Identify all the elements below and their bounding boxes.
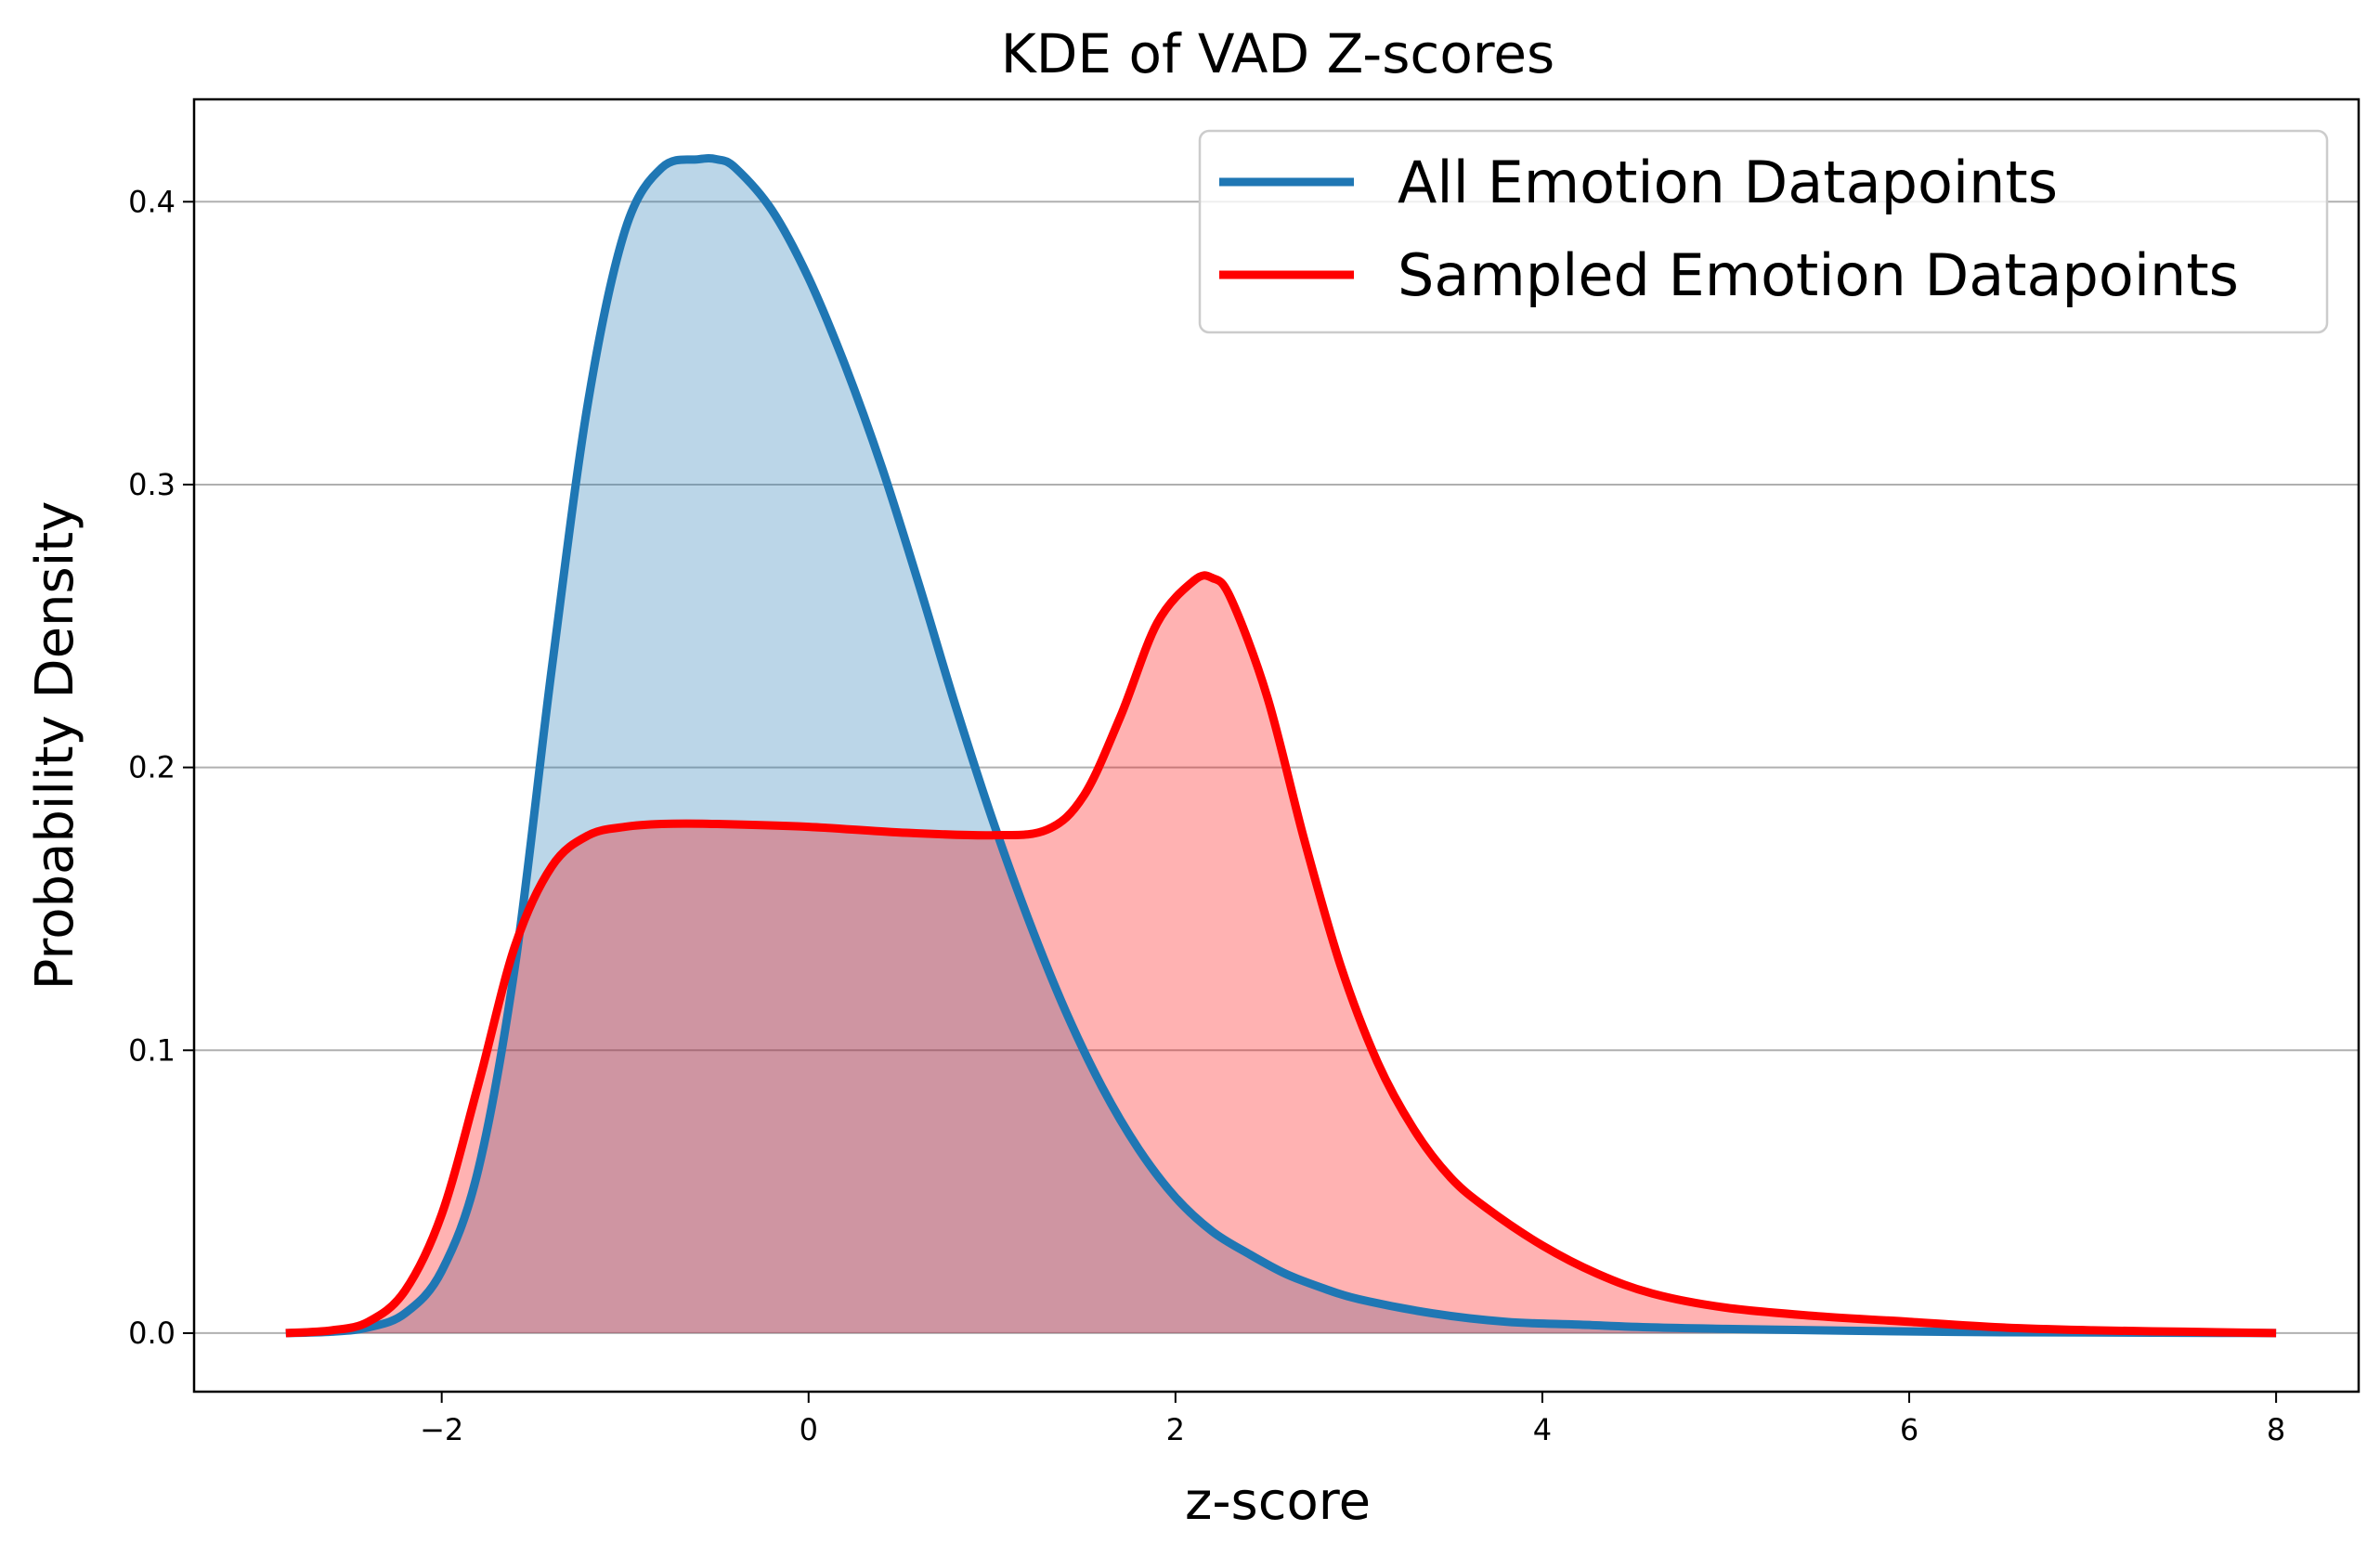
plot-frame bbox=[192, 97, 2360, 1394]
x-tick-label: 4 bbox=[1533, 1412, 1552, 1447]
chart-title: KDE of VAD Z-scores bbox=[1001, 22, 1555, 85]
legend: All Emotion Datapoints Sampled Emotion D… bbox=[1198, 129, 2329, 334]
legend-box bbox=[1198, 129, 2329, 334]
x-tick-label: −2 bbox=[420, 1412, 463, 1447]
series-sampled-emotion-line bbox=[285, 571, 2277, 1338]
x-tick-label: 8 bbox=[2267, 1412, 2285, 1447]
y-tick-label: 0.3 bbox=[128, 467, 176, 502]
y-axis-ticks: 0.0 0.1 0.2 0.3 0.4 bbox=[128, 184, 194, 1351]
y-tick-label: 0.1 bbox=[128, 1032, 176, 1068]
series-all-emotion-line bbox=[285, 153, 2277, 1338]
y-tick-label: 0.2 bbox=[128, 750, 176, 785]
kde-areas bbox=[285, 158, 2277, 1333]
series-sampled-emotion-fill bbox=[285, 575, 2277, 1333]
series-all-emotion-fill bbox=[285, 158, 2277, 1333]
legend-label-all: All Emotion Datapoints bbox=[1398, 149, 2058, 216]
y-axis-label: Probability Density bbox=[25, 501, 85, 991]
x-tick-label: 0 bbox=[800, 1412, 818, 1447]
legend-label-sampled: Sampled Emotion Datapoints bbox=[1398, 241, 2239, 309]
x-tick-label: 2 bbox=[1166, 1412, 1185, 1447]
y-tick-label: 0.4 bbox=[128, 184, 176, 219]
y-tick-label: 0.0 bbox=[128, 1316, 176, 1351]
x-axis-label: z-score bbox=[1185, 1472, 1371, 1532]
kde-lines bbox=[285, 153, 2277, 1338]
x-tick-label: 6 bbox=[1900, 1412, 1918, 1447]
x-axis-ticks: −2 0 2 4 6 8 bbox=[420, 1392, 2285, 1447]
